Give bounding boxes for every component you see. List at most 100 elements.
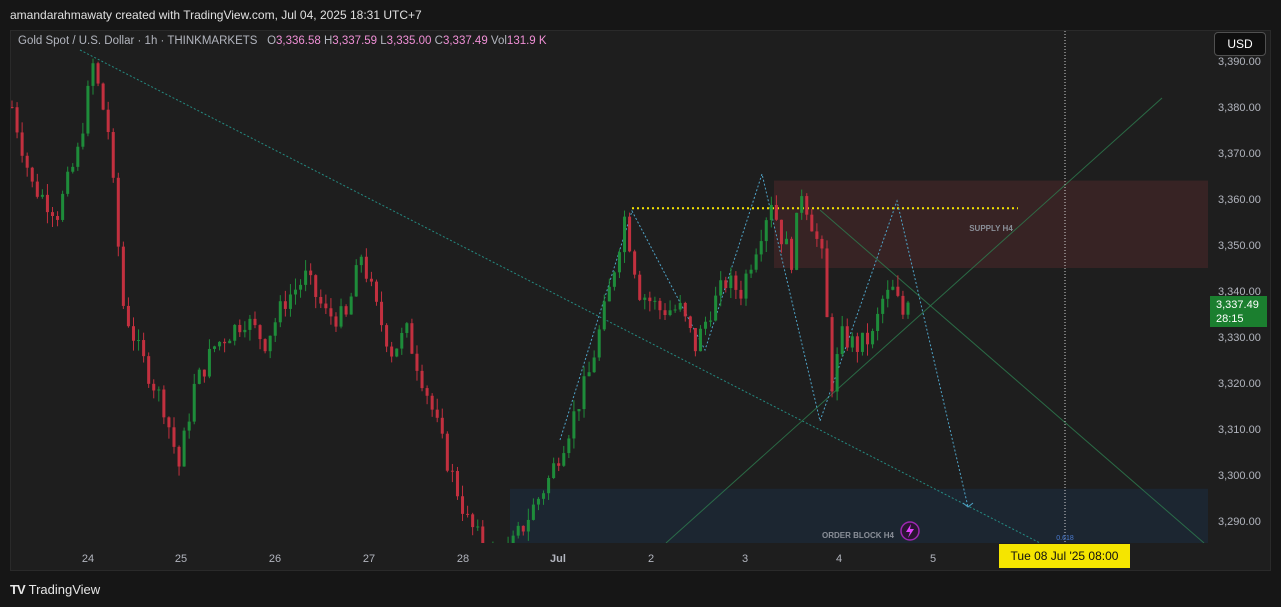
candle-body — [668, 310, 672, 316]
top-bar: amandarahmawaty created with TradingView… — [0, 0, 1281, 30]
candle-body — [81, 133, 85, 147]
candle-body — [552, 463, 556, 479]
symbol-name: Gold Spot / U.S. Dollar · 1h · THINKMARK… — [18, 35, 258, 47]
candle-body — [288, 294, 292, 309]
candle-body — [683, 302, 687, 317]
candle-body — [283, 301, 287, 309]
chart-frame[interactable] — [10, 30, 1271, 571]
candle-body — [273, 322, 277, 336]
time-tick-label: 26 — [269, 553, 281, 565]
candle-body — [116, 177, 120, 247]
price-tick-label: 3,330.00 — [1218, 332, 1261, 344]
candle-body — [516, 525, 520, 536]
candle-body — [137, 340, 141, 342]
candle-body — [511, 535, 515, 543]
candle-body — [35, 181, 39, 197]
candle-body — [507, 547, 510, 561]
candle-body — [430, 395, 434, 410]
candle-body — [724, 280, 728, 289]
candle-body — [440, 417, 444, 434]
high-value: 3,337.59 — [332, 35, 378, 47]
candle-body — [106, 109, 110, 133]
candle-body — [461, 496, 465, 514]
time-tick-label: 28 — [457, 553, 469, 565]
candle-body — [192, 383, 196, 422]
candle-body — [693, 328, 697, 352]
candle-body — [45, 194, 49, 213]
candle-body — [805, 196, 809, 215]
candle-body — [91, 63, 95, 86]
candle-body — [293, 289, 297, 295]
candle-body — [491, 548, 494, 562]
close-label: C — [434, 35, 443, 47]
candle-body — [643, 297, 647, 300]
supply-zone — [774, 180, 1208, 268]
candle-body — [61, 193, 65, 220]
candle-body — [86, 85, 90, 134]
candle-body — [319, 296, 323, 304]
candle-body — [268, 335, 272, 352]
candle-body — [744, 273, 748, 299]
drawing-lines-layer — [79, 49, 1205, 543]
candle-body — [202, 369, 206, 377]
tradingview-logo-icon: TV — [10, 581, 26, 597]
candle-body — [810, 214, 814, 232]
candle-body — [704, 321, 708, 329]
price-tick-label: 3,390.00 — [1218, 56, 1261, 68]
candle-body — [364, 256, 368, 279]
candle-body — [248, 318, 252, 330]
candle-body — [764, 220, 768, 242]
symbol-legend: Gold Spot / U.S. Dollar · 1h · THINKMARK… — [18, 35, 547, 47]
candle-body — [212, 346, 216, 349]
candle-body — [881, 298, 885, 314]
candle-body — [795, 212, 799, 270]
candle-body — [865, 332, 870, 345]
candle-body — [369, 278, 373, 282]
candle-body — [633, 251, 637, 275]
candle-body — [673, 309, 677, 311]
candle-body — [223, 341, 227, 344]
price-tick-label: 3,340.00 — [1218, 286, 1261, 298]
crosshair-date-label: Tue 08 Jul '25 08:00 — [999, 544, 1130, 568]
low-value: 3,335.00 — [386, 35, 432, 47]
candle-body — [582, 376, 586, 410]
candle-body — [663, 310, 667, 316]
currency-button[interactable]: USD — [1214, 32, 1266, 56]
candle-body — [314, 275, 318, 297]
candle-body — [719, 280, 723, 296]
candle-body — [309, 270, 313, 276]
time-tick-label: 2 — [648, 553, 654, 565]
candle-body — [20, 132, 24, 156]
candle-body — [825, 248, 829, 318]
candle-body — [40, 194, 44, 197]
candle-body — [243, 329, 247, 333]
volume-value: 131.9 K — [506, 35, 547, 47]
candle-body — [263, 339, 267, 352]
candle-body — [698, 328, 702, 352]
candle-body — [790, 238, 794, 270]
candle-body — [729, 275, 733, 289]
candle-body — [304, 270, 308, 285]
arrow-head — [962, 502, 974, 508]
candle-body — [557, 463, 561, 466]
candle-body — [299, 284, 303, 290]
candle-body — [714, 295, 718, 321]
candle-body — [187, 421, 191, 431]
candle-body — [502, 551, 505, 562]
candle-body — [617, 252, 621, 273]
candle-body — [547, 478, 551, 494]
candle-body — [96, 63, 100, 84]
candle-body — [228, 340, 232, 344]
candle-body — [172, 427, 176, 447]
candle-body — [784, 238, 789, 245]
candle-body — [218, 341, 222, 347]
brand-name[interactable]: TradingView — [28, 581, 101, 597]
candle-body — [754, 254, 758, 270]
candle-body — [121, 246, 125, 306]
candle-body — [126, 305, 130, 327]
candle-body — [385, 325, 389, 347]
order-block-label: ORDER BLOCK H4 — [822, 531, 895, 540]
candle-body — [623, 216, 627, 253]
candle-body — [496, 548, 499, 551]
